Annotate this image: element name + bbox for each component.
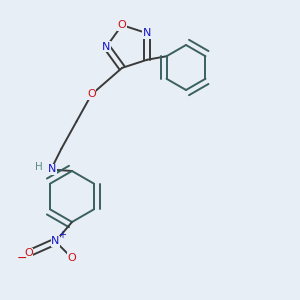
Text: N: N [143, 28, 152, 38]
Text: N: N [48, 164, 57, 175]
Text: O: O [87, 89, 96, 100]
Text: O: O [68, 253, 76, 263]
Text: N: N [51, 236, 60, 247]
Text: O: O [24, 248, 33, 259]
Text: H: H [34, 162, 42, 172]
Text: −: − [17, 252, 27, 266]
Text: N: N [102, 41, 111, 52]
Text: +: + [58, 230, 66, 240]
Text: O: O [118, 20, 126, 30]
